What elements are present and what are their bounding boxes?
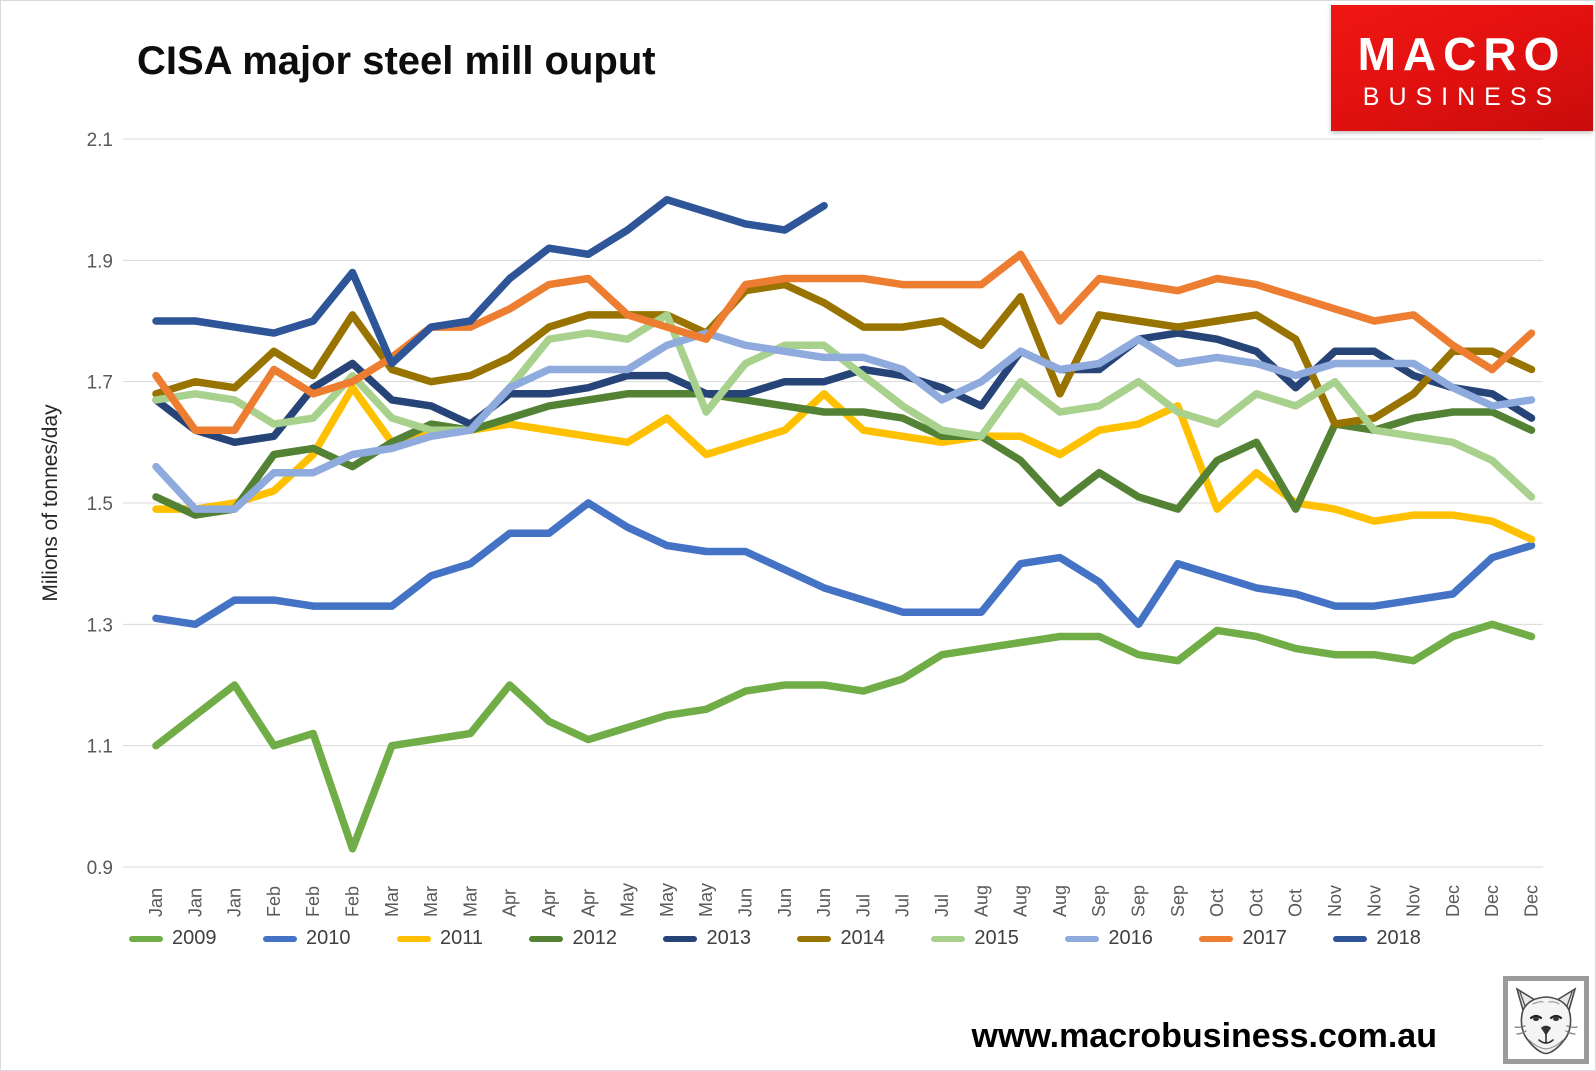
- x-tick-label-32-Nov: Nov: [1404, 885, 1424, 917]
- legend-label-2010: 2010: [305, 927, 351, 949]
- x-tick-label-19-Jul: Jul: [893, 894, 913, 917]
- x-tick-label-27-Oct: Oct: [1207, 889, 1227, 917]
- fox-head-icon: [1514, 987, 1578, 1055]
- y-tick-label-1.5: 1.5: [87, 494, 113, 515]
- legend-item-2018: 2018: [1333, 927, 1421, 950]
- legend-swatch-2009: [129, 935, 163, 942]
- legend-label-2012: 2012: [572, 927, 617, 949]
- legend-label-2011: 2011: [439, 927, 483, 949]
- chart-title: CISA major steel mill ouput: [137, 39, 656, 83]
- legend-label-2018: 2018: [1376, 927, 1421, 949]
- legend-swatch-2017: [1199, 935, 1234, 942]
- legend-item-2013: 2013: [663, 927, 751, 950]
- y-tick-label-1.9: 1.9: [87, 251, 113, 272]
- x-tick-label-23-Aug: Aug: [1050, 885, 1070, 917]
- legend-label-2009: 2009: [172, 927, 217, 949]
- x-tick-label-9-Apr: Apr: [500, 889, 520, 917]
- x-tick-label-15-Jun: Jun: [736, 888, 756, 917]
- legend-item-2015: 2015: [931, 927, 1019, 950]
- legend-swatch-2014: [797, 935, 832, 942]
- x-tick-label-21-Aug: Aug: [971, 885, 991, 917]
- x-tick-label-35-Dec: Dec: [1522, 885, 1542, 917]
- x-tick-label-34-Dec: Dec: [1482, 885, 1502, 917]
- website-url-text: www.macrobusiness.com.au: [971, 1017, 1437, 1055]
- x-tick-label-5-Feb: Feb: [343, 886, 363, 917]
- x-tick-label-10-Apr: Apr: [539, 889, 559, 917]
- x-tick-label-31-Nov: Nov: [1364, 885, 1384, 917]
- fox-logo: [1503, 976, 1589, 1064]
- x-tick-label-4-Feb: Feb: [303, 886, 323, 917]
- x-tick-label-29-Oct: Oct: [1286, 889, 1306, 917]
- legend-item-2017: 2017: [1199, 927, 1287, 950]
- macrobusiness-logo: MACRO BUSINESS: [1331, 5, 1593, 131]
- y-tick-label-0.9: 0.9: [87, 858, 113, 879]
- x-tick-label-13-May: May: [657, 883, 677, 917]
- legend-item-2011: 2011: [396, 927, 483, 950]
- legend-label-2017: 2017: [1242, 927, 1287, 949]
- x-tick-label-33-Dec: Dec: [1443, 885, 1463, 917]
- x-tick-label-25-Sep: Sep: [1129, 885, 1149, 917]
- x-tick-label-1-Jan: Jan: [185, 888, 205, 917]
- series-line-2018: [152, 195, 828, 368]
- legend-label-2014: 2014: [840, 927, 885, 949]
- x-tick-label-18-Jul: Jul: [853, 894, 873, 917]
- x-tick-label-14-May: May: [696, 883, 716, 917]
- logo-word-business: BUSINESS: [1362, 83, 1562, 111]
- x-tick-label-11-Apr: Apr: [578, 889, 598, 917]
- x-tick-label-6-Mar: Mar: [382, 886, 402, 917]
- x-tick-label-0-Jan: Jan: [146, 888, 166, 917]
- legend-item-2009: 2009: [129, 927, 217, 950]
- y-axis-title: Milions of tonnes/day: [39, 404, 62, 602]
- y-tick-label-1.1: 1.1: [87, 737, 113, 758]
- legend-swatch-2013: [663, 935, 698, 942]
- series-line-2010: [152, 499, 1536, 629]
- x-tick-label-20-Jul: Jul: [932, 894, 952, 917]
- legend-item-2016: 2016: [1065, 927, 1153, 950]
- legend-swatch-2018: [1333, 935, 1368, 942]
- x-tick-label-26-Sep: Sep: [1168, 885, 1188, 917]
- y-tick-label-1.3: 1.3: [87, 615, 113, 636]
- x-tick-label-24-Sep: Sep: [1089, 885, 1109, 917]
- x-tick-label-16-Jun: Jun: [775, 888, 795, 917]
- legend-label-2016: 2016: [1108, 927, 1153, 949]
- legend-swatch-2012: [529, 935, 564, 942]
- x-tick-label-28-Oct: Oct: [1246, 889, 1266, 917]
- y-tick-label-1.7: 1.7: [87, 373, 113, 394]
- x-tick-label-30-Nov: Nov: [1325, 885, 1345, 917]
- legend-swatch-2016: [1065, 935, 1100, 942]
- x-tick-label-22-Aug: Aug: [1011, 885, 1031, 917]
- legend-label-2013: 2013: [706, 927, 751, 949]
- series-line-2017: [152, 250, 1536, 434]
- legend-swatch-2011: [396, 935, 431, 942]
- y-tick-label-2.1: 2.1: [87, 130, 113, 151]
- x-tick-label-12-May: May: [618, 883, 638, 917]
- series-line-2013: [152, 329, 1536, 447]
- logo-word-macro: MACRO: [1357, 28, 1567, 80]
- legend-item-2012: 2012: [529, 927, 617, 950]
- x-tick-label-2-Jan: Jan: [225, 888, 245, 917]
- x-tick-label-3-Feb: Feb: [264, 886, 284, 917]
- series-line-2016: [152, 329, 1536, 513]
- legend-swatch-2010: [262, 935, 297, 942]
- legend-item-2010: 2010: [262, 927, 351, 950]
- legend-label-2015: 2015: [974, 927, 1019, 949]
- chart-legend: 2009 2010 2011 2012 2013 2014 2015 2016 2017 2018: [129, 927, 1421, 950]
- x-tick-label-17-Jun: Jun: [814, 888, 834, 917]
- legend-item-2014: 2014: [797, 927, 885, 950]
- x-tick-label-8-Mar: Mar: [460, 886, 480, 917]
- legend-swatch-2015: [931, 935, 966, 942]
- x-tick-label-7-Mar: Mar: [421, 886, 441, 917]
- series-line-2009: [152, 620, 1536, 853]
